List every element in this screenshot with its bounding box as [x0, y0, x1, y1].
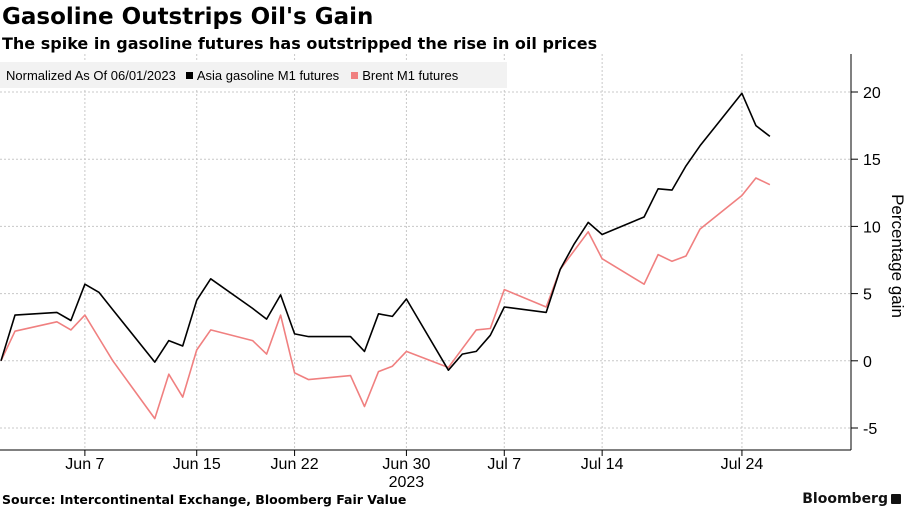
x-axis: Jun 7 Jun 15 Jun 22 Jun 30 Jul 7 Jul 14 Jul 24…: [0, 449, 851, 491]
legend-item-brent: Brent M1 futures: [351, 68, 458, 83]
source-note: Source: Intercontinental Exchange, Bloom…: [2, 492, 407, 507]
x-tick-label: Jun 22: [271, 456, 319, 473]
x-year-label: 2023: [389, 474, 425, 491]
chart-title: Gasoline Outstrips Oil's Gain: [2, 4, 374, 30]
legend-swatch-brent: [351, 71, 359, 79]
x-tick-label: Jul 14: [581, 456, 624, 473]
y-axis: -5 0 5 10 15 20: [850, 54, 881, 450]
chart-subtitle: The spike in gasoline futures has outstr…: [2, 34, 598, 53]
legend-item-gasoline: Asia gasoline M1 futures: [185, 67, 340, 83]
x-tick-label: Jun 7: [65, 456, 104, 473]
legend: Normalized As Of 06/01/2023 Asia gasolin…: [0, 62, 507, 88]
y-tick-label: 15: [863, 152, 881, 169]
series-lines: [0, 92, 771, 420]
x-tick-label: Jul 24: [721, 456, 764, 473]
brand-name: Bloomberg: [802, 491, 888, 507]
y-tick-label: 10: [863, 219, 881, 236]
legend-label-brent: Brent M1 futures: [362, 67, 459, 83]
x-tick-label: Jun 15: [173, 456, 221, 473]
brand-mark-icon: [891, 494, 901, 504]
y-tick-label: 20: [863, 85, 881, 102]
legend-swatch-gasoline: [185, 71, 193, 79]
y-tick-label: 5: [863, 287, 872, 304]
gridlines: [0, 54, 851, 450]
y-axis-label: Percentage gain: [888, 194, 907, 318]
series-line-brent: [0, 177, 771, 420]
y-tick-label: 0: [863, 354, 872, 371]
legend-label-gasoline: Asia gasoline M1 futures: [196, 67, 340, 83]
series-line-asia-gasoline: [0, 92, 771, 372]
y-tick-label: -5: [863, 421, 877, 438]
x-tick-label: Jun 30: [382, 456, 430, 473]
normalization-note: Normalized As Of 06/01/2023: [6, 67, 176, 83]
x-tick-label: Jul 7: [487, 456, 521, 473]
bloomberg-logo: Bloomberg: [802, 490, 901, 508]
